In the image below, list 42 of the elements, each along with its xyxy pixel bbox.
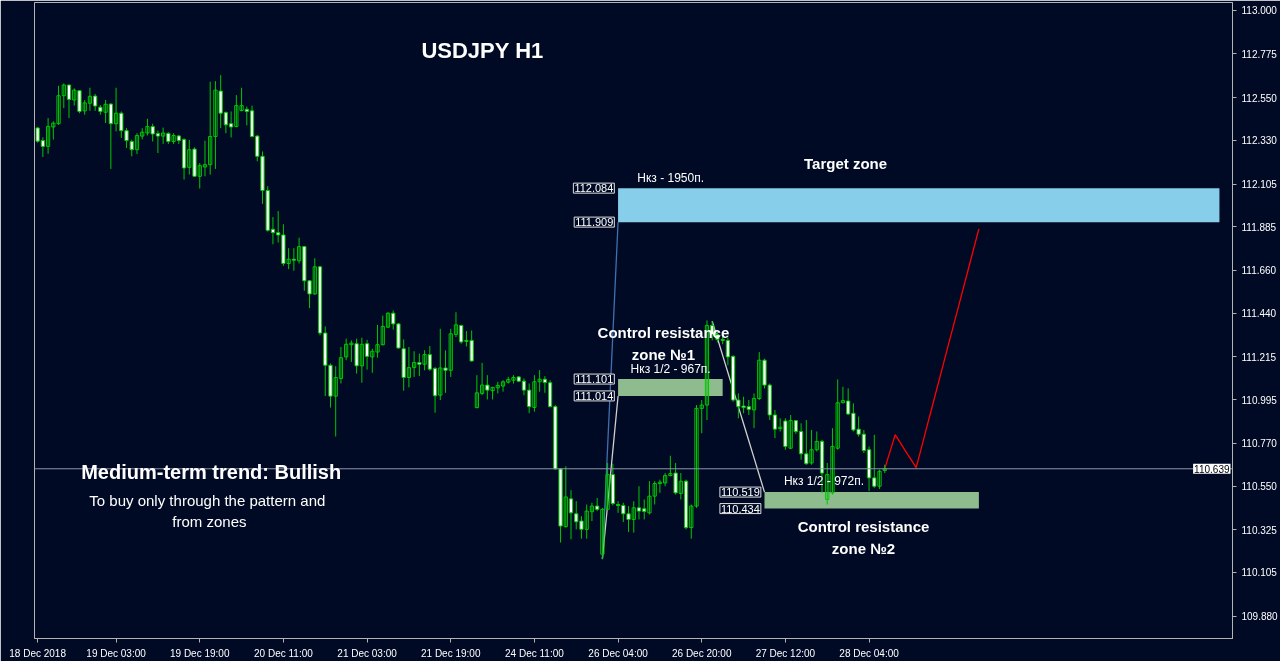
y-tick-label: 110.105	[1241, 567, 1278, 579]
x-tick-label: 18 Dec 2018	[9, 647, 67, 659]
x-tick-label: 21 Dec 19:00	[421, 647, 481, 659]
annotation: 112.084	[574, 182, 614, 195]
annotation: Нкз 1/2 - 972п.	[783, 474, 865, 489]
y-tick-label: 111.885	[1241, 221, 1277, 233]
annotation: 111.101	[575, 373, 614, 386]
y-tick-label: 112.550	[1241, 92, 1278, 104]
annotation: 111.014	[575, 389, 614, 402]
y-tick-label: 110.325	[1241, 524, 1278, 536]
x-tick-label: 27 Dec 12:00	[755, 647, 816, 659]
y-tick-label: 110.995	[1241, 394, 1278, 406]
x-tick-label: 28 Dec 04:00	[839, 647, 900, 659]
y-tick-label: 111.440	[1241, 308, 1277, 320]
annotation: 111.909	[575, 216, 614, 229]
y-tick-label: 111.660	[1241, 265, 1277, 277]
ref-line-label: 110.639	[1194, 463, 1230, 475]
x-tick-label: 21 Dec 03:00	[337, 647, 398, 659]
candlestick	[474, 374, 480, 409]
text: USDJPY H1	[421, 37, 544, 63]
y-tick-label: 112.105	[1241, 179, 1278, 191]
annotation: 110.519	[720, 486, 760, 499]
y-tick-label: 110.770	[1241, 438, 1278, 450]
annotation: Нкз - 1950п.	[637, 171, 705, 186]
y-tick-label: 113.000	[1241, 5, 1278, 17]
y-tick-label: 111.215	[1241, 351, 1277, 363]
annotation: To buy only through the pattern and from zones	[89, 492, 326, 531]
y-tick-label: 109.880	[1241, 611, 1279, 623]
y-tick-label: 110.550	[1241, 481, 1278, 493]
annotation: Target zone	[804, 154, 888, 172]
annotation: 110.434	[720, 502, 760, 515]
annotation: Control resistance zone №2	[797, 518, 930, 557]
x-tick-label: 26 Dec 20:00	[672, 647, 732, 659]
y-tick-label: 112.330	[1241, 135, 1278, 147]
x-tick-label: 26 Dec 04:00	[588, 647, 649, 659]
x-tick-label: 20 Dec 11:00	[254, 647, 314, 659]
annotation: Medium-term trend: Bullish	[81, 460, 342, 483]
x-tick-label: 19 Dec 19:00	[170, 647, 230, 659]
line-series	[884, 228, 980, 470]
x-tick-label: 24 Dec 11:00	[505, 647, 565, 659]
y-tick-label: 112.775	[1241, 48, 1278, 60]
x-tick-label: 19 Dec 03:00	[86, 647, 147, 659]
